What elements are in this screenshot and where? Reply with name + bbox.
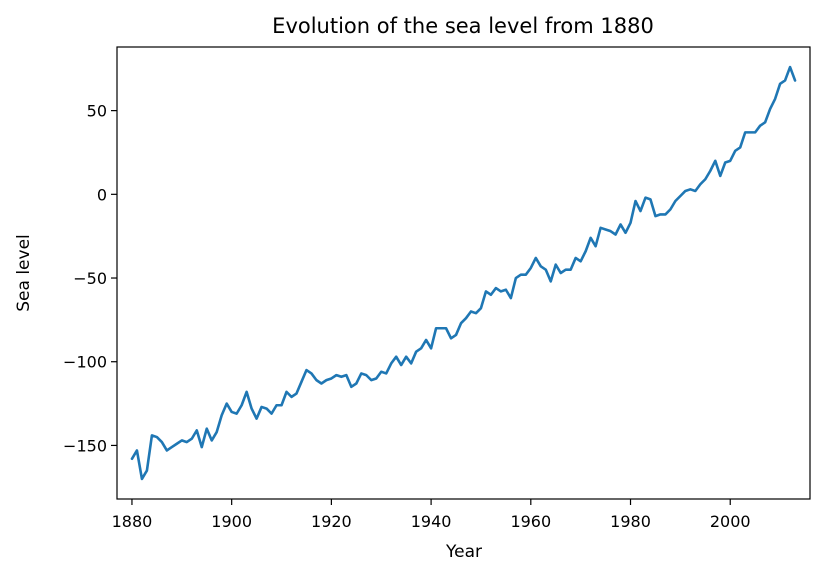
series-line: [130, 65, 797, 481]
x-tick-label: 1940: [411, 512, 452, 531]
chart-title: Evolution of the sea level from 1880: [272, 14, 654, 38]
y-tick-label: 0: [97, 185, 107, 204]
x-tick-label: 1900: [211, 512, 252, 531]
y-tick-label: −100: [63, 353, 107, 372]
tick-group: 1880 1900 1920 1940 1960 1980 2000 −150 −100 −50 0…: [63, 102, 751, 531]
plot-frame: [116, 46, 811, 500]
x-tick-label: 1880: [112, 512, 153, 531]
x-tick-label: 1960: [510, 512, 551, 531]
x-tick-label: 1920: [311, 512, 352, 531]
y-tick-label: −50: [73, 269, 107, 288]
y-axis-label: Sea level: [14, 234, 34, 312]
x-tick-label: 1980: [610, 512, 651, 531]
y-tick-label: 50: [87, 102, 107, 121]
x-axis-label: Year: [445, 542, 482, 562]
x-tick-label: 2000: [710, 512, 751, 531]
y-tick-label: −150: [63, 436, 107, 455]
